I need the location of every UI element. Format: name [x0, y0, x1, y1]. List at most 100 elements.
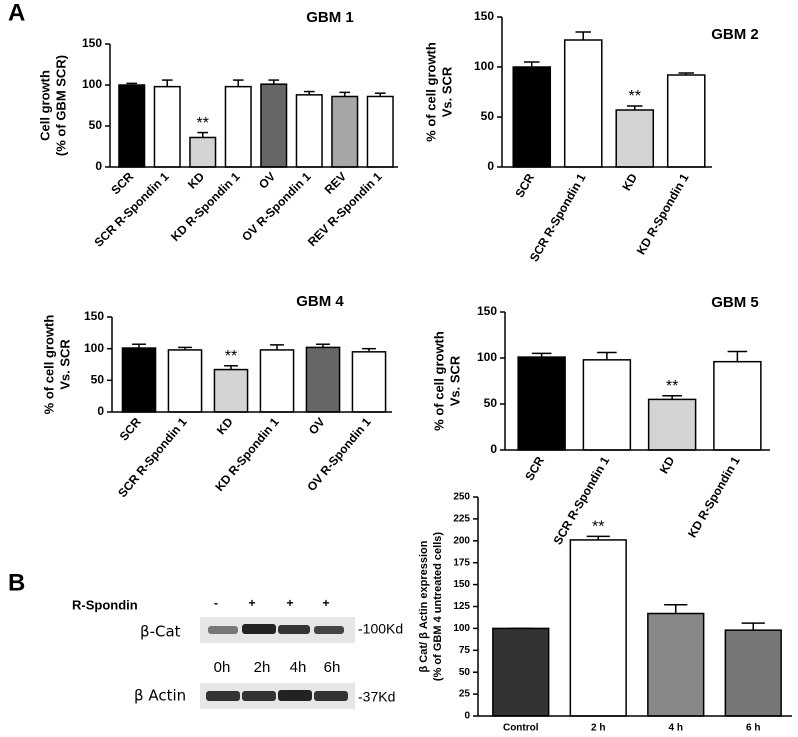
y-tick-label: 0 [490, 442, 497, 456]
y-tick-label: 150 [453, 579, 470, 590]
panel-label: B [8, 569, 25, 596]
y-tick-label: 225 [453, 514, 470, 525]
band [208, 626, 238, 634]
bar [713, 360, 762, 451]
blot-size: -37Kd [358, 689, 395, 705]
error-bar [362, 347, 376, 352]
y-axis-label: % of cell growth [41, 315, 56, 415]
y-tick-label: 150 [477, 304, 497, 318]
blot-control: β Actin [134, 687, 186, 705]
y-tick-label: 125 [453, 601, 470, 612]
error-bar [232, 79, 244, 87]
chart: β Cat/ β Actin expression (% of GBM 4 unt… [418, 492, 792, 734]
annotation: ** [592, 519, 604, 536]
y-tick-label: 0 [97, 404, 104, 418]
bar [153, 85, 181, 168]
time-label: 4h [290, 659, 307, 676]
error-bar [575, 31, 591, 40]
bar [213, 368, 249, 413]
band [278, 690, 312, 701]
error-bar [339, 91, 351, 97]
bar [569, 539, 627, 717]
bar [295, 94, 323, 168]
error-bar [678, 72, 694, 75]
band [206, 691, 240, 701]
band [242, 624, 276, 634]
y-tick-label: 0 [95, 159, 102, 173]
y-tick-label: 250 [453, 492, 470, 503]
bar [647, 398, 697, 451]
band [314, 691, 348, 701]
time-label: 0h [214, 659, 231, 676]
y-tick-label: 100 [82, 77, 102, 91]
y-tick-label: 100 [453, 623, 470, 634]
bar [351, 351, 387, 413]
error-bar [126, 82, 138, 85]
error-bar [270, 344, 284, 350]
y-tick-label: 150 [82, 36, 102, 50]
bar [331, 95, 359, 168]
bar [366, 95, 394, 168]
y-tick-label: 50 [481, 109, 495, 123]
y-tick-label: 150 [474, 9, 494, 23]
sign: + [248, 596, 255, 610]
sign: + [322, 596, 329, 610]
chart-title: GBM 1 [306, 9, 354, 26]
bar [121, 347, 157, 413]
bar [512, 66, 552, 168]
time-label: 2h [254, 659, 271, 676]
error-bar [727, 350, 748, 362]
treatment-label: R-Spondin [72, 597, 138, 612]
error-bar [627, 105, 643, 110]
error-bar [531, 352, 552, 358]
bar [724, 629, 782, 717]
y-tick-label: 50 [459, 667, 471, 678]
x-tick-label: KD R-Spondin 1 [685, 454, 743, 540]
error-bar [316, 343, 330, 348]
x-tick-label: SCR [117, 415, 144, 444]
blot: R-Spondin - + + + β-Cat -100Kd 0h 2h 4h … [72, 596, 403, 709]
bar [615, 109, 655, 168]
y-axis-label: % of cell growth [431, 331, 446, 431]
annotation: ** [666, 378, 678, 395]
y-tick-label: 75 [459, 645, 471, 656]
annotation: ** [197, 115, 209, 132]
band [314, 626, 344, 634]
x-tick-label: OV [306, 415, 328, 437]
bar [492, 627, 550, 717]
x-tick-label: Control [503, 723, 539, 734]
y-axis-label: (% of GBM 4 untreated cells) [432, 532, 444, 681]
chart: GBM 1 Cell growth (% of GBM SCR) 0 50 100 150 S… [37, 9, 398, 250]
y-tick-label: 100 [477, 350, 497, 364]
chart: GBM 2 % of cell growth Vs. SCR 0 50 100 150 SCR… [423, 9, 758, 264]
bar [189, 136, 217, 168]
bar [517, 356, 566, 451]
y-tick-label: 50 [89, 118, 103, 132]
error-bar [662, 394, 682, 400]
x-tick-label: KD [619, 171, 640, 193]
blot-size: -100Kd [358, 621, 403, 637]
time-label: 6h [324, 659, 341, 676]
y-tick-label: 25 [459, 689, 471, 700]
x-tick-label: OV [256, 169, 278, 191]
bar [647, 612, 705, 717]
chart: GBM 5 % of cell growth Vs. SCR 0 50 100 150 SCR… [431, 294, 770, 547]
bar [666, 74, 706, 168]
x-tick-label: SCR [512, 171, 537, 200]
error-bar [132, 343, 146, 349]
blot-target: β-Cat [140, 623, 181, 641]
error-bar [178, 346, 192, 350]
bar [259, 349, 295, 413]
band [278, 625, 310, 634]
x-tick-label: 4 h [669, 723, 683, 734]
x-tick-label: 2 h [591, 723, 605, 734]
y-tick-label: 100 [84, 341, 104, 355]
y-tick-label: 150 [84, 309, 104, 323]
y-tick-label: 200 [453, 535, 470, 546]
bar [260, 83, 288, 168]
x-tick-label: SCR R-Spondin 1 [527, 171, 589, 264]
bar [224, 85, 252, 168]
bar [118, 84, 146, 168]
error-bar [586, 535, 610, 540]
y-axis-label: Vs. SCR [57, 339, 72, 390]
